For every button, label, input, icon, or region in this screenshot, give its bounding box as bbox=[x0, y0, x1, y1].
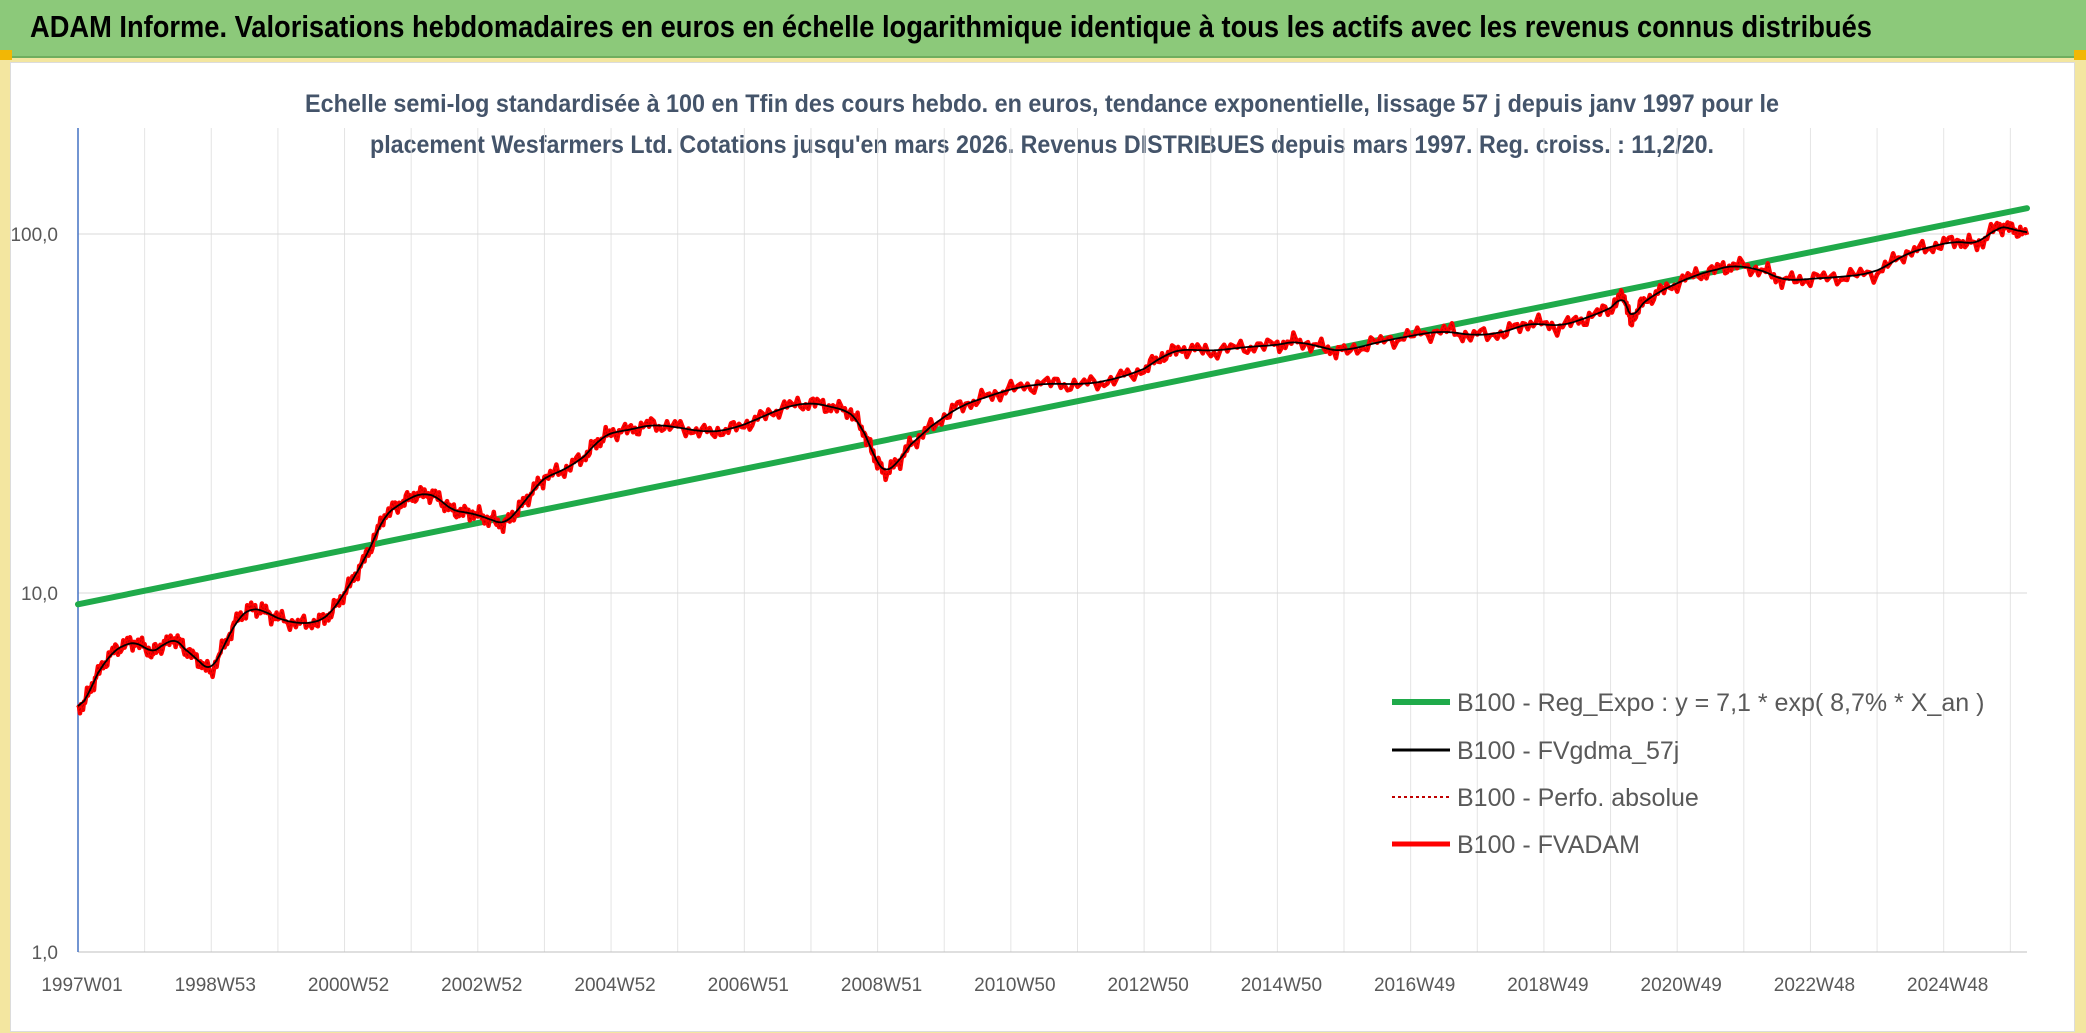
x-tick-label: 2012W50 bbox=[1107, 975, 1188, 996]
report-title: ADAM Informe. Valorisations hebdomadaire… bbox=[30, 9, 1872, 44]
legend: B100 - Reg_Expo : y = 7,1 * exp( 8,7% * … bbox=[1392, 689, 1984, 859]
x-tick-label: 2004W52 bbox=[574, 975, 655, 996]
x-tick-label: 1997W01 bbox=[41, 975, 122, 996]
legend-label-fvadam: B100 - FVADAM bbox=[1457, 831, 1640, 859]
y-tick-label: 100,0 bbox=[10, 225, 58, 246]
chart-subtitle-line2: placement Wesfarmers Ltd. Cotations jusq… bbox=[370, 131, 1714, 159]
x-tick-label: 2002W52 bbox=[441, 975, 522, 996]
legend-label-perfo: B100 - Perfo. absolue bbox=[1457, 784, 1699, 812]
perfo-absolue-line bbox=[77, 220, 2028, 714]
x-tick-label: 2000W52 bbox=[308, 975, 389, 996]
fvadam-line bbox=[76, 220, 2030, 716]
y-tick-label: 10,0 bbox=[21, 584, 58, 605]
x-tick-label: 1998W53 bbox=[175, 975, 256, 996]
y-tick-label: 1,0 bbox=[32, 943, 58, 964]
x-tick-label: 2016W49 bbox=[1374, 975, 1455, 996]
x-tick-label: 2008W51 bbox=[841, 975, 922, 996]
grid bbox=[78, 128, 2027, 953]
legend-label-smooth: B100 - FVgdma_57j bbox=[1457, 737, 1679, 765]
corner-mark-left bbox=[0, 50, 12, 60]
fvgdma-57j-line bbox=[77, 226, 2028, 707]
x-tick-label: 2020W49 bbox=[1641, 975, 1722, 996]
x-tick-label: 2024W48 bbox=[1907, 975, 1988, 996]
series-layer bbox=[75, 205, 2030, 716]
x-tick-label: 2010W50 bbox=[974, 975, 1055, 996]
legend-label-trend: B100 - Reg_Expo : y = 7,1 * exp( 8,7% * … bbox=[1457, 689, 1984, 717]
corner-mark-right bbox=[2074, 50, 2086, 60]
x-tick-label: 2018W49 bbox=[1507, 975, 1588, 996]
report-header: ADAM Informe. Valorisations hebdomadaire… bbox=[0, 0, 2086, 58]
x-tick-label: 2022W48 bbox=[1774, 975, 1855, 996]
chart-subtitle-line1: Echelle semi-log standardisée à 100 en T… bbox=[305, 90, 1779, 118]
x-tick-label: 2006W51 bbox=[708, 975, 789, 996]
x-tick-label: 2014W50 bbox=[1241, 975, 1322, 996]
y-axis-ticks: 1,0 10,0 100,0 bbox=[10, 225, 58, 964]
x-axis-ticks: 1997W01 1998W53 2000W52 2002W52 2004W52 2006W… bbox=[41, 975, 1988, 996]
